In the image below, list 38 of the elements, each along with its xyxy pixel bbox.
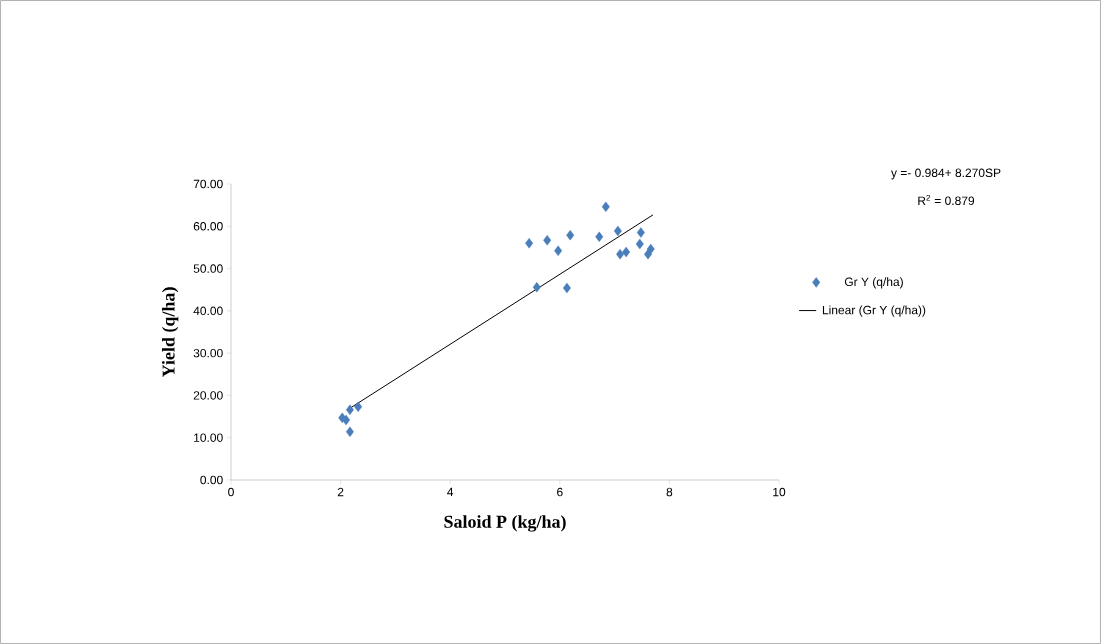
y-axis-title: Yield (q/ha)	[161, 287, 179, 378]
point	[562, 282, 571, 294]
y-tick-label: 70.00	[193, 179, 223, 189]
y-tick-label: 20.00	[193, 391, 223, 400]
x-axis-title: Saloid P (kg/ha)	[444, 515, 566, 532]
point	[345, 404, 354, 415]
legend-label: Gr Y (q/ha)	[844, 277, 903, 289]
y-tick-label: 60.00	[193, 222, 223, 231]
point	[616, 248, 625, 260]
point	[566, 229, 575, 241]
point	[646, 243, 655, 255]
point	[345, 426, 354, 437]
text: y =- 0.984+ 8.270SP	[890, 168, 1001, 180]
x-tick-label: 10	[773, 487, 786, 497]
point	[636, 227, 645, 238]
point	[613, 225, 622, 237]
point	[622, 246, 631, 258]
point	[525, 237, 534, 249]
x-tick-label: 0	[228, 487, 234, 497]
x-tick-label: 4	[447, 487, 454, 497]
y-tick-label: 40.00	[193, 306, 223, 316]
y-tick-label: 10.00	[194, 433, 223, 442]
y-tick-label: 0.00	[200, 475, 223, 485]
point	[554, 245, 563, 256]
text: R$^{2}$ = 0.879	[918, 194, 975, 206]
y-tick-label: 30.00	[193, 348, 223, 358]
x-tick-label: 6	[557, 487, 563, 497]
point	[635, 238, 644, 250]
point	[532, 281, 541, 293]
point	[595, 231, 604, 243]
legend-label: Linear (Gr Y (q/ha))	[822, 305, 926, 317]
x-tick-label: 8	[666, 487, 673, 497]
point	[601, 201, 610, 213]
x-tick-label: 2	[337, 487, 344, 497]
point	[342, 414, 351, 426]
point	[354, 401, 363, 413]
point	[543, 235, 552, 246]
y-tick-label: 50.00	[193, 264, 223, 273]
